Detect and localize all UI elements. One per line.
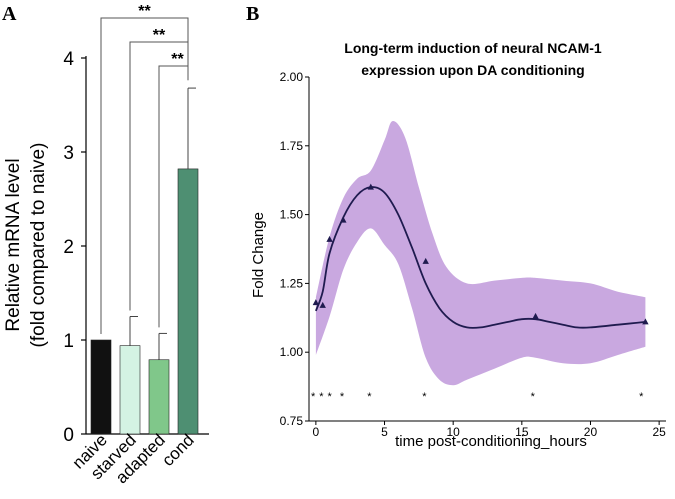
b-significance-marker: * — [311, 391, 316, 403]
b-significance-marker: * — [340, 391, 345, 403]
a-y-tick-label: 4 — [63, 49, 74, 70]
a-bar-adapted — [148, 359, 170, 435]
a-bar-cond — [177, 168, 199, 435]
b-data-point — [340, 216, 347, 223]
b-significance-marker: * — [319, 391, 324, 403]
b-data-points — [312, 183, 649, 325]
b-x-axis-label: time post-conditioning_hours — [395, 433, 587, 450]
a-bar-starved — [119, 345, 141, 435]
a-significance-label: ** — [153, 27, 166, 44]
a-significance-label: ** — [171, 51, 184, 68]
a-bars — [90, 87, 199, 435]
b-x-tick-label: 10 — [446, 425, 460, 439]
b-data-point — [319, 301, 326, 308]
b-data-point — [642, 318, 649, 325]
b-significance-marker: * — [531, 391, 536, 403]
a-x-tick-label-cond: cond — [158, 430, 198, 470]
a-y-axis-label-2: (fold compared to naive) — [28, 143, 49, 348]
b-fit-curve — [315, 186, 646, 329]
panel-label-a: A — [2, 3, 17, 25]
a-significance-bracket — [129, 41, 189, 311]
b-y-tick-label: 1.50 — [280, 208, 304, 222]
b-data-point — [422, 257, 429, 264]
b-y-tick-label: 1.75 — [280, 139, 304, 153]
b-x-tick-label: 0 — [313, 425, 320, 439]
a-y-axis-title: Relative mRNA level (fold compared to na… — [3, 143, 49, 348]
b-significance-marker: * — [639, 391, 644, 403]
a-y-tick-label: 1 — [63, 331, 74, 352]
b-y-tick-label: 0.75 — [280, 414, 304, 428]
b-fit-line — [315, 186, 646, 329]
b-chart-title-line1: Long-term induction of neural NCAM-1 — [344, 40, 602, 56]
b-significance-marker: * — [327, 391, 332, 403]
b-x-tick-label: 25 — [652, 425, 666, 439]
a-y-tick-label: 0 — [63, 425, 74, 446]
a-significance-brackets: ****** — [100, 3, 189, 334]
b-y-axis-label: Fold Change — [250, 212, 267, 298]
b-data-point — [312, 299, 320, 306]
a-significance-label: ** — [138, 3, 151, 20]
a-y-tick-label: 2 — [63, 237, 74, 258]
b-data-point — [532, 312, 539, 319]
b-x-tick-label: 5 — [381, 425, 388, 439]
b-y-tick-label: 1.00 — [280, 345, 304, 359]
b-x-tick-label: 15 — [515, 425, 529, 439]
a-y-axis-label: Relative mRNA level — [3, 158, 24, 331]
a-bar-naive — [90, 339, 112, 435]
panel-label-b: B — [246, 3, 259, 25]
b-significance-markers: * * * * * * * * — [311, 391, 644, 403]
b-significance-marker: * — [367, 391, 372, 403]
b-y-tick-label: 1.25 — [280, 276, 304, 290]
b-confidence-band-area — [315, 120, 646, 386]
a-significance-bracket — [158, 65, 189, 328]
b-axes: 0.75 1.00 1.25 1.50 1.75 2.00 0 5 10 15 20 25 — [280, 70, 666, 439]
b-y-tick-label: 2.00 — [280, 70, 304, 84]
b-chart-title-line2: expression upon DA conditioning — [361, 62, 584, 78]
line-chart-panel-b: Long-term induction of neural NCAM-1 exp… — [250, 40, 666, 450]
b-data-point — [367, 183, 374, 190]
b-x-tick-label: 20 — [584, 425, 598, 439]
b-data-point — [326, 235, 333, 242]
b-significance-marker: * — [422, 391, 427, 403]
b-confidence-band — [315, 120, 646, 386]
a-y-tick-label: 3 — [63, 143, 74, 164]
bar-chart-panel-a: Relative mRNA level (fold compared to na… — [3, 3, 209, 487]
